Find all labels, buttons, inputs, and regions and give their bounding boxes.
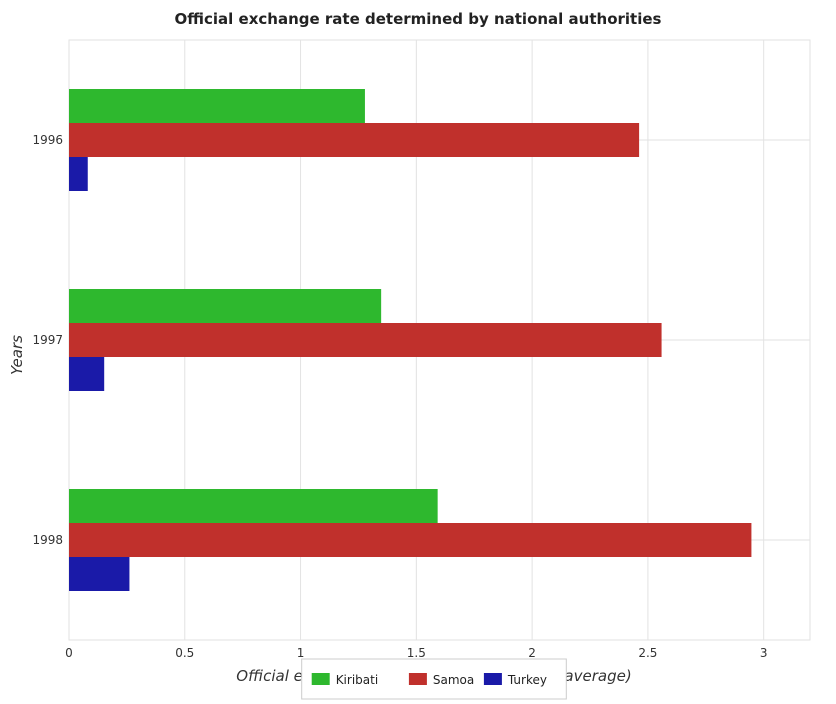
legend-label-kiribati: Kiribati xyxy=(336,673,378,687)
y-tick-label: 1997 xyxy=(32,333,63,347)
legend-swatch-turkey xyxy=(483,673,502,685)
x-tick-label: 3 xyxy=(760,646,768,660)
x-tick-label: 2.5 xyxy=(638,646,657,660)
y-axis-label: Years xyxy=(8,335,26,375)
bar-kiribati-1998 xyxy=(69,489,438,523)
y-tick-label: 1998 xyxy=(32,533,63,547)
bar-turkey-1998 xyxy=(69,557,130,591)
legend: Kiribati Samoa Turkey xyxy=(301,658,567,700)
x-tick-label: 2 xyxy=(528,646,536,660)
bar-kiribati-1996 xyxy=(69,89,365,123)
x-tick-label: 0.5 xyxy=(175,646,194,660)
legend-label-turkey: Turkey xyxy=(507,673,547,687)
legend-label-samoa: Samoa xyxy=(433,673,474,687)
chart-title: Official exchange rate determined by nat… xyxy=(175,10,662,28)
y-axis-ticks: 1996 1997 1998 xyxy=(32,133,63,547)
bar-samoa-1996 xyxy=(69,123,640,157)
legend-box xyxy=(301,658,567,700)
x-axis-ticks: 0 0.5 1 1.5 2 2.5 3 xyxy=(65,646,767,660)
bar-samoa-1997 xyxy=(69,323,662,357)
y-tick-label: 1996 xyxy=(32,133,63,147)
bar-turkey-1997 xyxy=(69,357,105,391)
legend-swatch-kiribati xyxy=(311,673,330,685)
bar-samoa-1998 xyxy=(69,523,752,557)
bar-kiribati-1997 xyxy=(69,289,382,323)
x-tick-label: 1 xyxy=(297,646,305,660)
legend-swatch-samoa xyxy=(408,673,427,685)
bars xyxy=(69,89,752,591)
x-tick-label: 1.5 xyxy=(407,646,426,660)
x-tick-label: 0 xyxy=(65,646,73,660)
bar-turkey-1996 xyxy=(69,157,88,191)
